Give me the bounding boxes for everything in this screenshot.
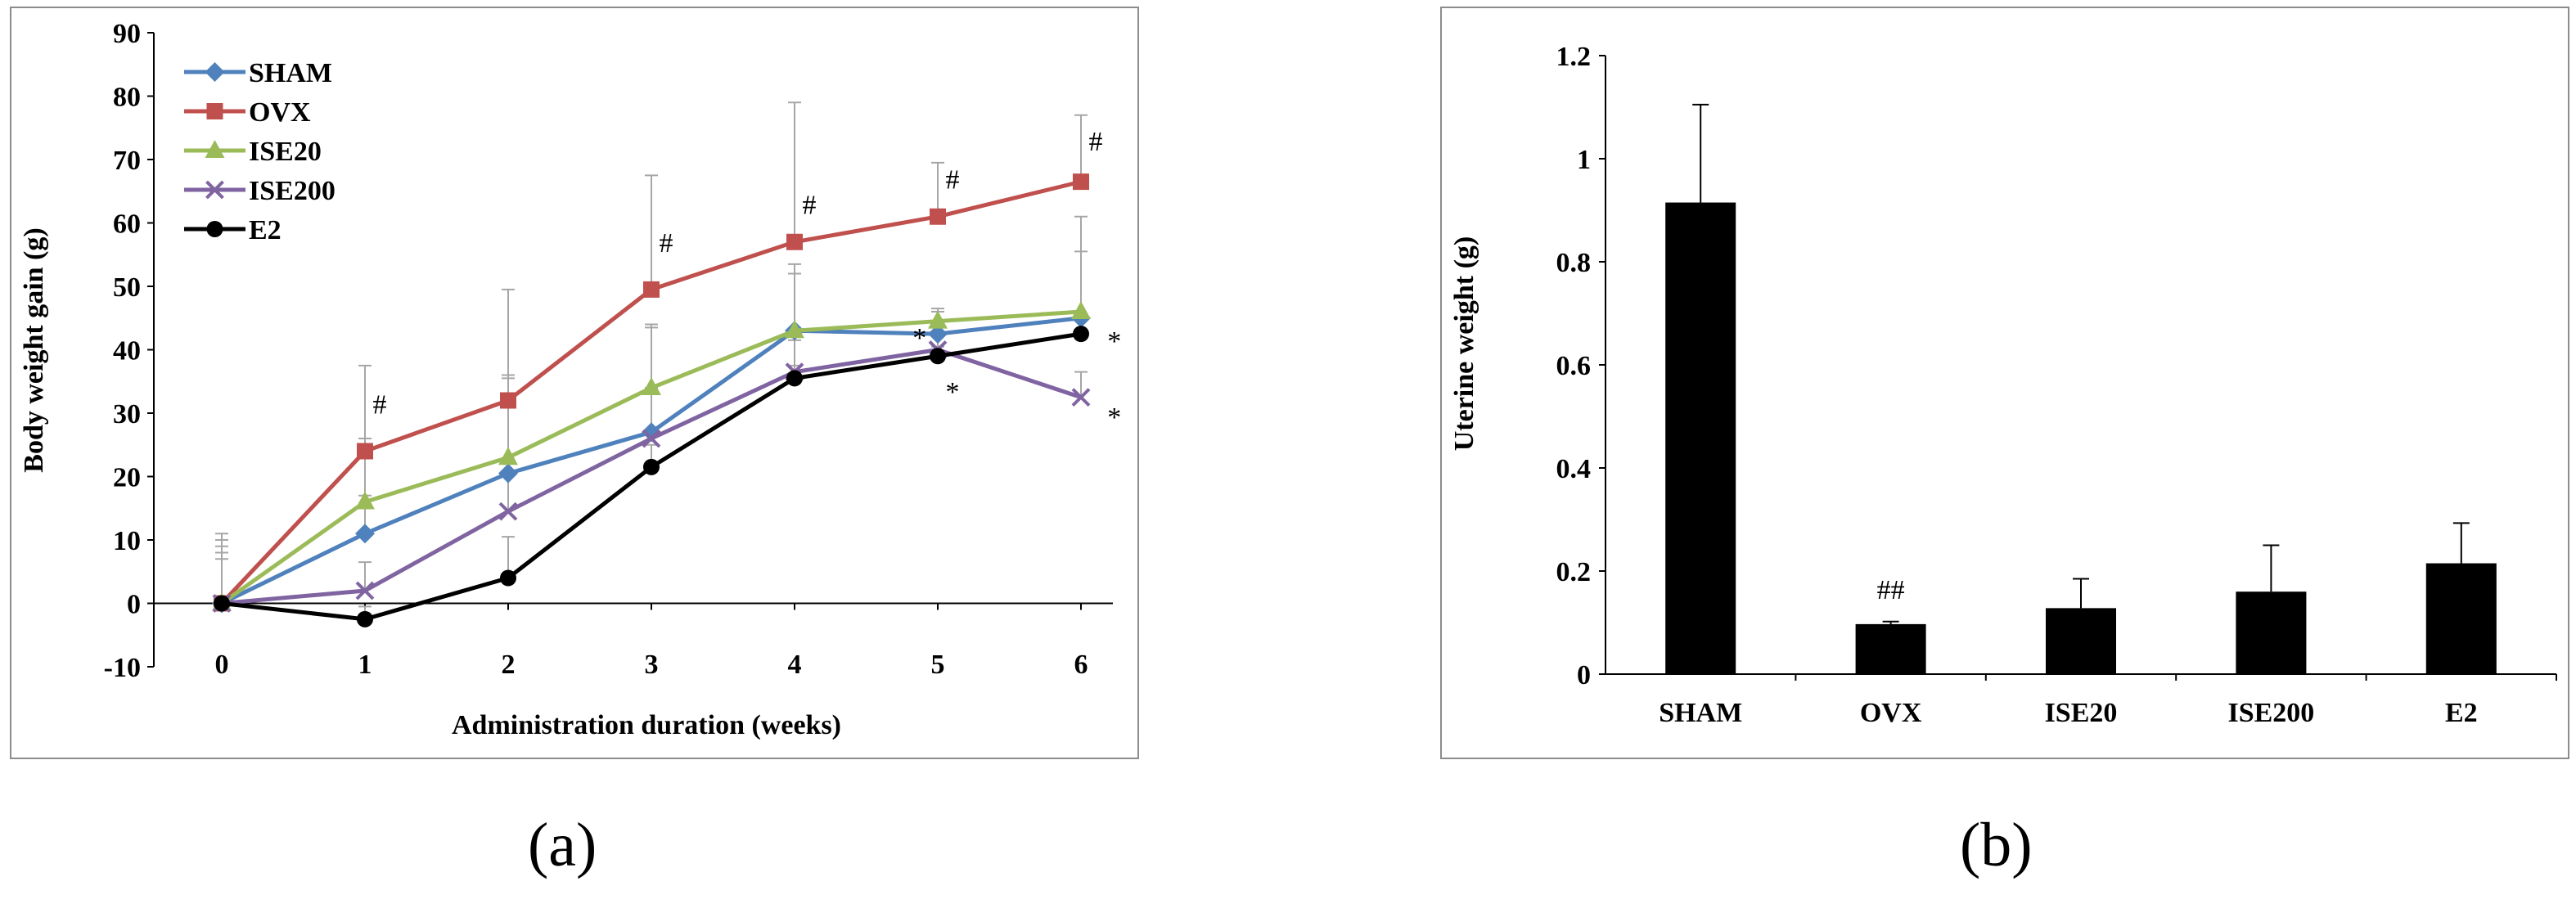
y-tick-label: 0 xyxy=(127,590,141,620)
y-tick-label-b: 0.6 xyxy=(1556,351,1592,381)
point-ovx xyxy=(643,281,660,298)
point-ise200 xyxy=(1071,388,1091,407)
y-tick-label-b: 0 xyxy=(1577,660,1591,690)
significance-star: * xyxy=(1107,403,1121,433)
point-ise20 xyxy=(1071,301,1091,319)
y-tick-label: 60 xyxy=(113,209,141,240)
bar-e2 xyxy=(2425,563,2497,674)
point-e2 xyxy=(1073,326,1089,343)
panel-a-line-chart xyxy=(10,7,1139,759)
y-tick-label-b: 0.8 xyxy=(1556,248,1592,278)
point-ise20 xyxy=(928,310,948,329)
x-tick-label: 0 xyxy=(215,650,229,680)
point-ise20 xyxy=(355,491,375,510)
legend-marker-ise20 xyxy=(205,140,225,158)
x-tick-label-b: SHAM xyxy=(1659,698,1742,728)
point-ovx xyxy=(357,443,373,460)
bar-ise200 xyxy=(2236,591,2307,674)
y-tick-label: 50 xyxy=(113,272,141,303)
significance-double-hash: ## xyxy=(1877,575,1905,605)
y-axis-label-b: Uterine weight (g) xyxy=(1449,236,1479,451)
x-tick-label-b: ISE200 xyxy=(2227,698,2314,728)
point-ise20 xyxy=(785,320,804,339)
caption-a: (a) xyxy=(528,811,597,879)
point-sham xyxy=(498,463,518,483)
point-ovx xyxy=(786,233,803,250)
x-axis-label: Administration duration (weeks) xyxy=(452,710,841,740)
legend-label-ise20: ISE20 xyxy=(249,137,322,167)
significance-star: * xyxy=(912,323,926,353)
bar-ovx xyxy=(1855,623,1926,674)
panel-b-bar-chart xyxy=(1440,7,2569,759)
y-tick-label: 90 xyxy=(113,19,141,49)
legend-label-e2: E2 xyxy=(249,215,281,245)
x-tick-label: 2 xyxy=(502,650,516,680)
x-tick-label-b: E2 xyxy=(2445,698,2478,728)
point-sham xyxy=(928,324,948,344)
point-e2 xyxy=(930,348,946,365)
x-tick-label: 5 xyxy=(931,650,945,680)
x-tick-label: 6 xyxy=(1074,650,1088,680)
significance-hash: # xyxy=(373,389,387,420)
bar-ise20 xyxy=(2046,608,2116,674)
point-ovx xyxy=(1073,173,1089,191)
legend-marker-sham xyxy=(205,62,225,82)
point-ise200 xyxy=(498,501,518,521)
legend-label-ovx: OVX xyxy=(249,97,311,128)
point-ovx xyxy=(500,392,516,409)
y-tick-label-b: 0.2 xyxy=(1556,557,1592,587)
point-e2 xyxy=(357,610,373,627)
y-tick-label: 80 xyxy=(113,83,141,113)
point-e2 xyxy=(500,569,516,587)
significance-star: * xyxy=(946,377,960,407)
point-e2 xyxy=(214,595,230,612)
x-tick-label-b: ISE20 xyxy=(2045,698,2118,728)
y-tick-label-b: 0.4 xyxy=(1556,454,1592,484)
y-tick-label: -10 xyxy=(104,653,141,683)
y-tick-label: 40 xyxy=(113,336,141,367)
legend-marker-ovx xyxy=(206,103,223,119)
significance-hash: # xyxy=(946,164,960,195)
y-tick-label: 10 xyxy=(113,526,141,556)
significance-hash: # xyxy=(660,228,673,259)
point-ise20 xyxy=(642,377,661,395)
x-tick-label: 3 xyxy=(645,650,659,680)
y-tick-label: 30 xyxy=(113,399,141,430)
y-tick-label: 70 xyxy=(113,146,141,176)
legend-label-sham: SHAM xyxy=(249,58,332,88)
point-ise200 xyxy=(642,429,661,448)
point-ovx xyxy=(930,208,946,225)
point-ise20 xyxy=(498,447,518,465)
x-tick-label: 4 xyxy=(788,650,802,680)
point-sham xyxy=(355,524,375,544)
point-e2 xyxy=(643,458,660,475)
caption-b: (b) xyxy=(1960,811,2033,879)
significance-hash: # xyxy=(1089,127,1103,157)
x-tick-label-b: OVX xyxy=(1860,698,1922,728)
y-tick-label-b: 1.2 xyxy=(1556,42,1592,72)
bar-sham xyxy=(1665,202,1736,675)
x-tick-label: 1 xyxy=(358,650,372,680)
point-ise200 xyxy=(355,581,375,600)
y-tick-label-b: 1 xyxy=(1577,145,1591,175)
point-e2 xyxy=(786,370,803,387)
y-axis-label: Body weight gain (g) xyxy=(19,227,49,472)
significance-hash: # xyxy=(803,190,817,220)
significance-star: * xyxy=(1107,326,1121,357)
legend-label-ise200: ISE200 xyxy=(249,176,336,206)
y-tick-label: 20 xyxy=(113,463,141,493)
legend-marker-e2 xyxy=(206,221,223,237)
legend-marker-ise200 xyxy=(205,180,224,200)
